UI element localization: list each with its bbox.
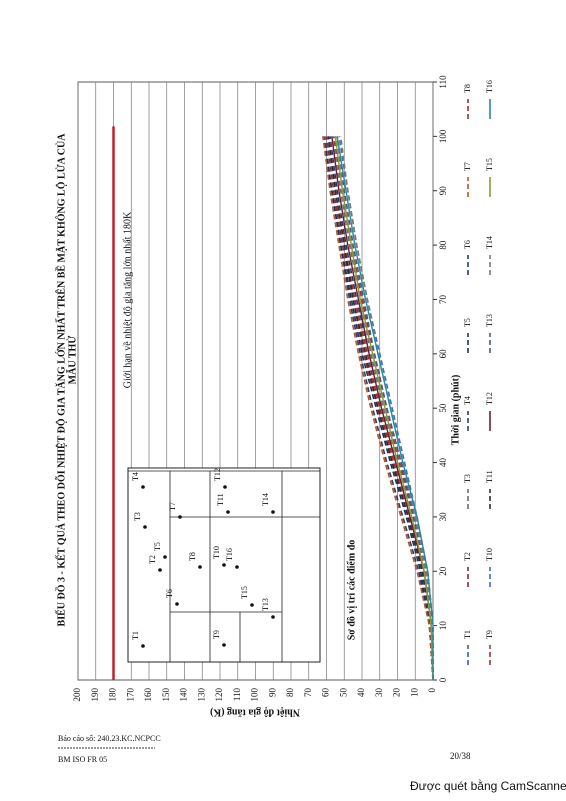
x-tick-label: 100: [438, 129, 448, 143]
diagram-point-label: T5: [153, 542, 162, 551]
diagram-point-label: T3: [133, 512, 142, 521]
diagram-point-label: T1: [131, 631, 140, 640]
diagram-point-label: T13: [261, 598, 270, 611]
legend-label: T6: [463, 240, 472, 249]
limit-label: Giới hạn về nhiệt độ gia tăng lớn nhất 1…: [122, 211, 133, 388]
diagram-point: [222, 643, 226, 647]
legend-label: T9: [485, 630, 494, 639]
x-tick-label: 20: [438, 566, 448, 576]
page-number: 20/38: [450, 751, 471, 761]
x-tick-label: 90: [438, 186, 448, 196]
x-tick-label: 60: [438, 349, 448, 359]
legend-label: T13: [485, 314, 494, 327]
diagram-point-label: T4: [131, 472, 140, 481]
diagram-point: [175, 602, 179, 606]
y-tick-label: 80: [285, 688, 295, 698]
diagram-point-label: T14: [261, 493, 270, 506]
y-tick-label: 160: [143, 688, 153, 702]
diagram-point: [271, 615, 275, 619]
diagram-point-label: T11: [216, 493, 225, 506]
x-axis-title: Thời gian (phút): [450, 375, 461, 446]
chart-subtitle: MẪU THỬ: [65, 336, 78, 385]
series-line: [322, 136, 434, 681]
diagram-point: [143, 525, 147, 529]
chart-title: BIỂU ĐỒ 3 - KẾT QUẢ THEO DÕI NHIỆT ĐỘ GI…: [54, 133, 67, 627]
legend-label: T3: [463, 474, 472, 483]
form-code: BM ISO FR 05: [58, 755, 107, 764]
series-line: [334, 136, 434, 681]
legend-label: T2: [463, 552, 472, 561]
diagram-point: [226, 510, 230, 514]
legend-label: T5: [463, 318, 472, 327]
y-tick-label: 40: [356, 688, 366, 698]
x-tick-label: 30: [438, 512, 448, 522]
y-tick-label: 200: [72, 688, 82, 702]
diagram-point-label: T6: [165, 589, 174, 598]
y-tick-label: 120: [214, 688, 224, 702]
series-line: [336, 136, 434, 680]
diagram-point: [163, 555, 167, 559]
diagram-point: [222, 563, 226, 567]
diagram-point: [250, 603, 254, 607]
diagram-point: [271, 510, 275, 514]
diagram-point-label: T15: [240, 586, 249, 599]
y-tick-label: 100: [250, 688, 260, 702]
x-tick-label: 110: [438, 75, 448, 89]
x-tick-label: 0: [438, 677, 448, 682]
diagram-point-label: T12: [213, 468, 222, 481]
legend-label: T11: [485, 470, 494, 483]
legend-label: T15: [485, 158, 494, 171]
diagram-point-label: T10: [212, 546, 221, 559]
series-line: [327, 136, 434, 681]
scanner-note: Được quét bằng CamScanner: [410, 778, 566, 793]
y-tick-label: 150: [161, 688, 171, 702]
diagram-point-label: T9: [212, 630, 221, 639]
y-tick-label: 50: [338, 688, 348, 698]
legend-label: T8: [463, 84, 472, 93]
diagram-title: Sơ đồ vị trí các điểm đo: [346, 540, 357, 641]
diagram-point: [178, 515, 182, 519]
legend-label: T14: [485, 236, 494, 249]
x-tick-label: 80: [438, 240, 448, 250]
diagram-point: [235, 565, 239, 569]
diagram-point: [158, 568, 162, 572]
series-line: [323, 136, 434, 681]
y-tick-label: 130: [196, 688, 206, 702]
x-tick-label: 70: [438, 294, 448, 304]
y-tick-label: 190: [90, 688, 100, 702]
y-tick-label: 0: [427, 688, 437, 693]
legend-label: T4: [463, 396, 472, 405]
diagram-point: [141, 644, 145, 648]
diagram-point-label: T16: [225, 548, 234, 561]
diagram-point: [223, 485, 227, 489]
legend-label: T7: [463, 162, 472, 171]
series-line: [322, 136, 434, 681]
x-tick-label: 40: [438, 458, 448, 468]
diagram-point-label: T8: [188, 552, 197, 561]
y-tick-label: 180: [108, 688, 118, 702]
y-tick-label: 70: [303, 688, 313, 698]
y-tick-label: 30: [374, 688, 384, 698]
legend-label: T10: [485, 548, 494, 561]
y-tick-label: 90: [267, 688, 277, 698]
diagram-point: [141, 485, 145, 489]
legend-label: T12: [485, 392, 494, 405]
y-axis-title: Nhiệt độ gia tăng (K): [210, 707, 300, 718]
legend-label: T16: [485, 80, 494, 93]
x-tick-label: 10: [438, 621, 448, 631]
x-tick-label: 50: [438, 403, 448, 413]
diagram-point-label: T2: [148, 555, 157, 564]
y-tick-label: 20: [392, 688, 402, 698]
diagram-point: [198, 565, 202, 569]
y-tick-label: 60: [321, 688, 331, 698]
y-tick-label: 110: [232, 688, 242, 702]
report-number: Báo cáo số: 240.23.KC.NCPCC: [58, 734, 161, 743]
y-tick-label: 10: [409, 688, 419, 698]
legend-label: T1: [463, 630, 472, 639]
y-tick-label: 170: [125, 688, 135, 702]
diagram-point-label: T7: [168, 502, 177, 511]
y-tick-label: 140: [179, 688, 189, 702]
